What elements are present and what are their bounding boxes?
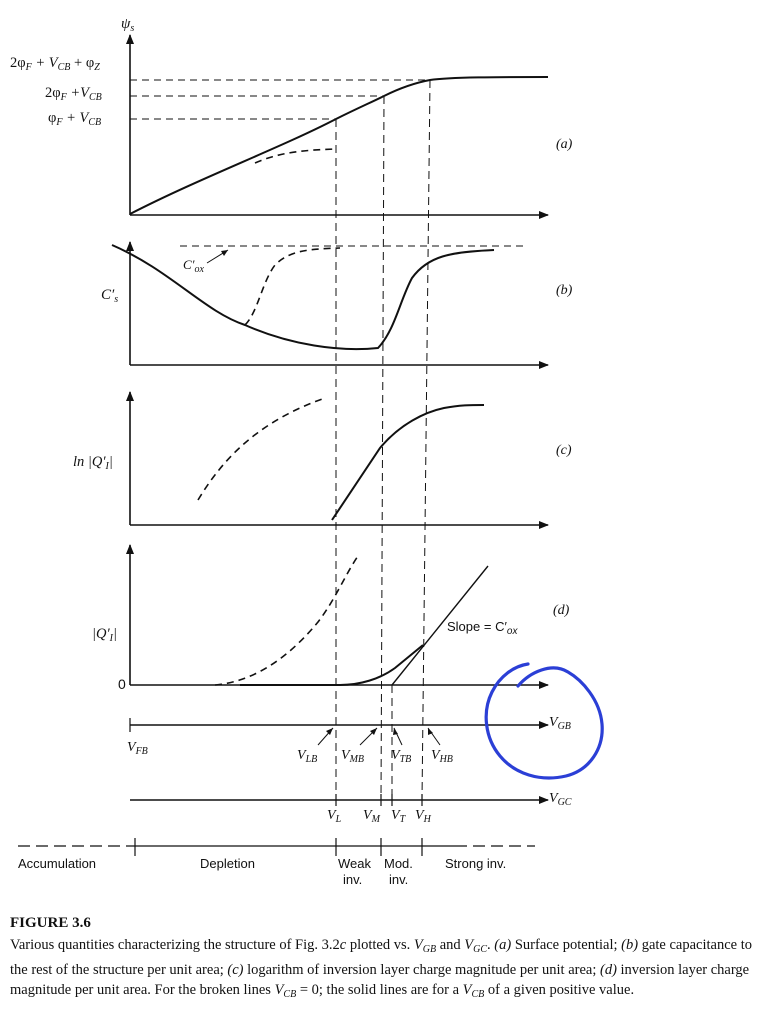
vtb-label: VTB [391,748,412,765]
region-strong-label: Strong inv. [445,856,507,871]
guide-vm [380,95,385,801]
panel-c-tag: (c) [556,443,572,458]
panel-a-tag: (a) [556,137,573,152]
lnq-solid-curve [331,404,485,521]
lnq-dashed-curve [197,397,326,501]
cs-solid-curve [111,244,495,351]
vhb-label: VHB [431,748,453,765]
figure-3-6: ψs 2φF + VCB + φZ 2φF +VCB φF + VCB (a) … [10,16,604,887]
region-accumulation-label: Accumulation [18,856,97,871]
slope-line [391,565,489,686]
vm-label: VM [363,808,380,825]
caption-text: Various quantities characterizing the st… [10,937,752,1000]
qi-dashed-curve [214,555,359,686]
vt-label: VT [391,808,406,825]
region-depletion-label: Depletion [200,856,255,871]
psi-level-top-label: 2φF + VCB + φZ [10,55,100,73]
qi-solid-curve [240,644,424,686]
psi-dashed-curve [254,148,337,164]
guide-vh [421,79,431,801]
figure-plot [18,34,604,856]
vgc-axis-label: VGC [549,791,572,808]
slope-label: Slope = C′ox [447,619,518,637]
cox-label: C′ox [183,257,204,275]
ln-qi-axis-label: ln |Q′I| [73,454,113,472]
vh-label: VH [415,808,431,825]
psi-s-label: ψs [121,16,135,34]
vl-label: VL [327,808,342,825]
cs-dashed-curve [244,247,341,326]
hand-drawn-circle-annotation [484,662,604,780]
psi-solid-curve [129,76,549,215]
region-mod-inv-label: inv. [389,872,409,887]
zero-label: 0 [118,676,126,692]
caption-title: FIGURE 3.6 [10,915,91,931]
panel-b-tag: (b) [556,283,573,298]
region-weak-inv-label: inv. [343,872,363,887]
panel-d-tag: (d) [553,603,570,618]
vlb-label: VLB [297,748,318,765]
region-mod-label: Mod. [384,856,413,871]
psi-level-low-label: φF + VCB [48,110,102,128]
vfb-label: VFB [127,740,148,757]
cs-axis-label: C′s [101,287,119,305]
region-weak-label: Weak [338,856,371,871]
vmb-label: VMB [341,748,365,765]
qi-axis-label: |Q′I| [92,626,117,644]
figure-caption: FIGURE 3.6 Various quantities characteri… [10,913,772,1005]
psi-level-mid-label: 2φF +VCB [45,85,102,103]
vgb-axis-label: VGB [549,715,571,732]
